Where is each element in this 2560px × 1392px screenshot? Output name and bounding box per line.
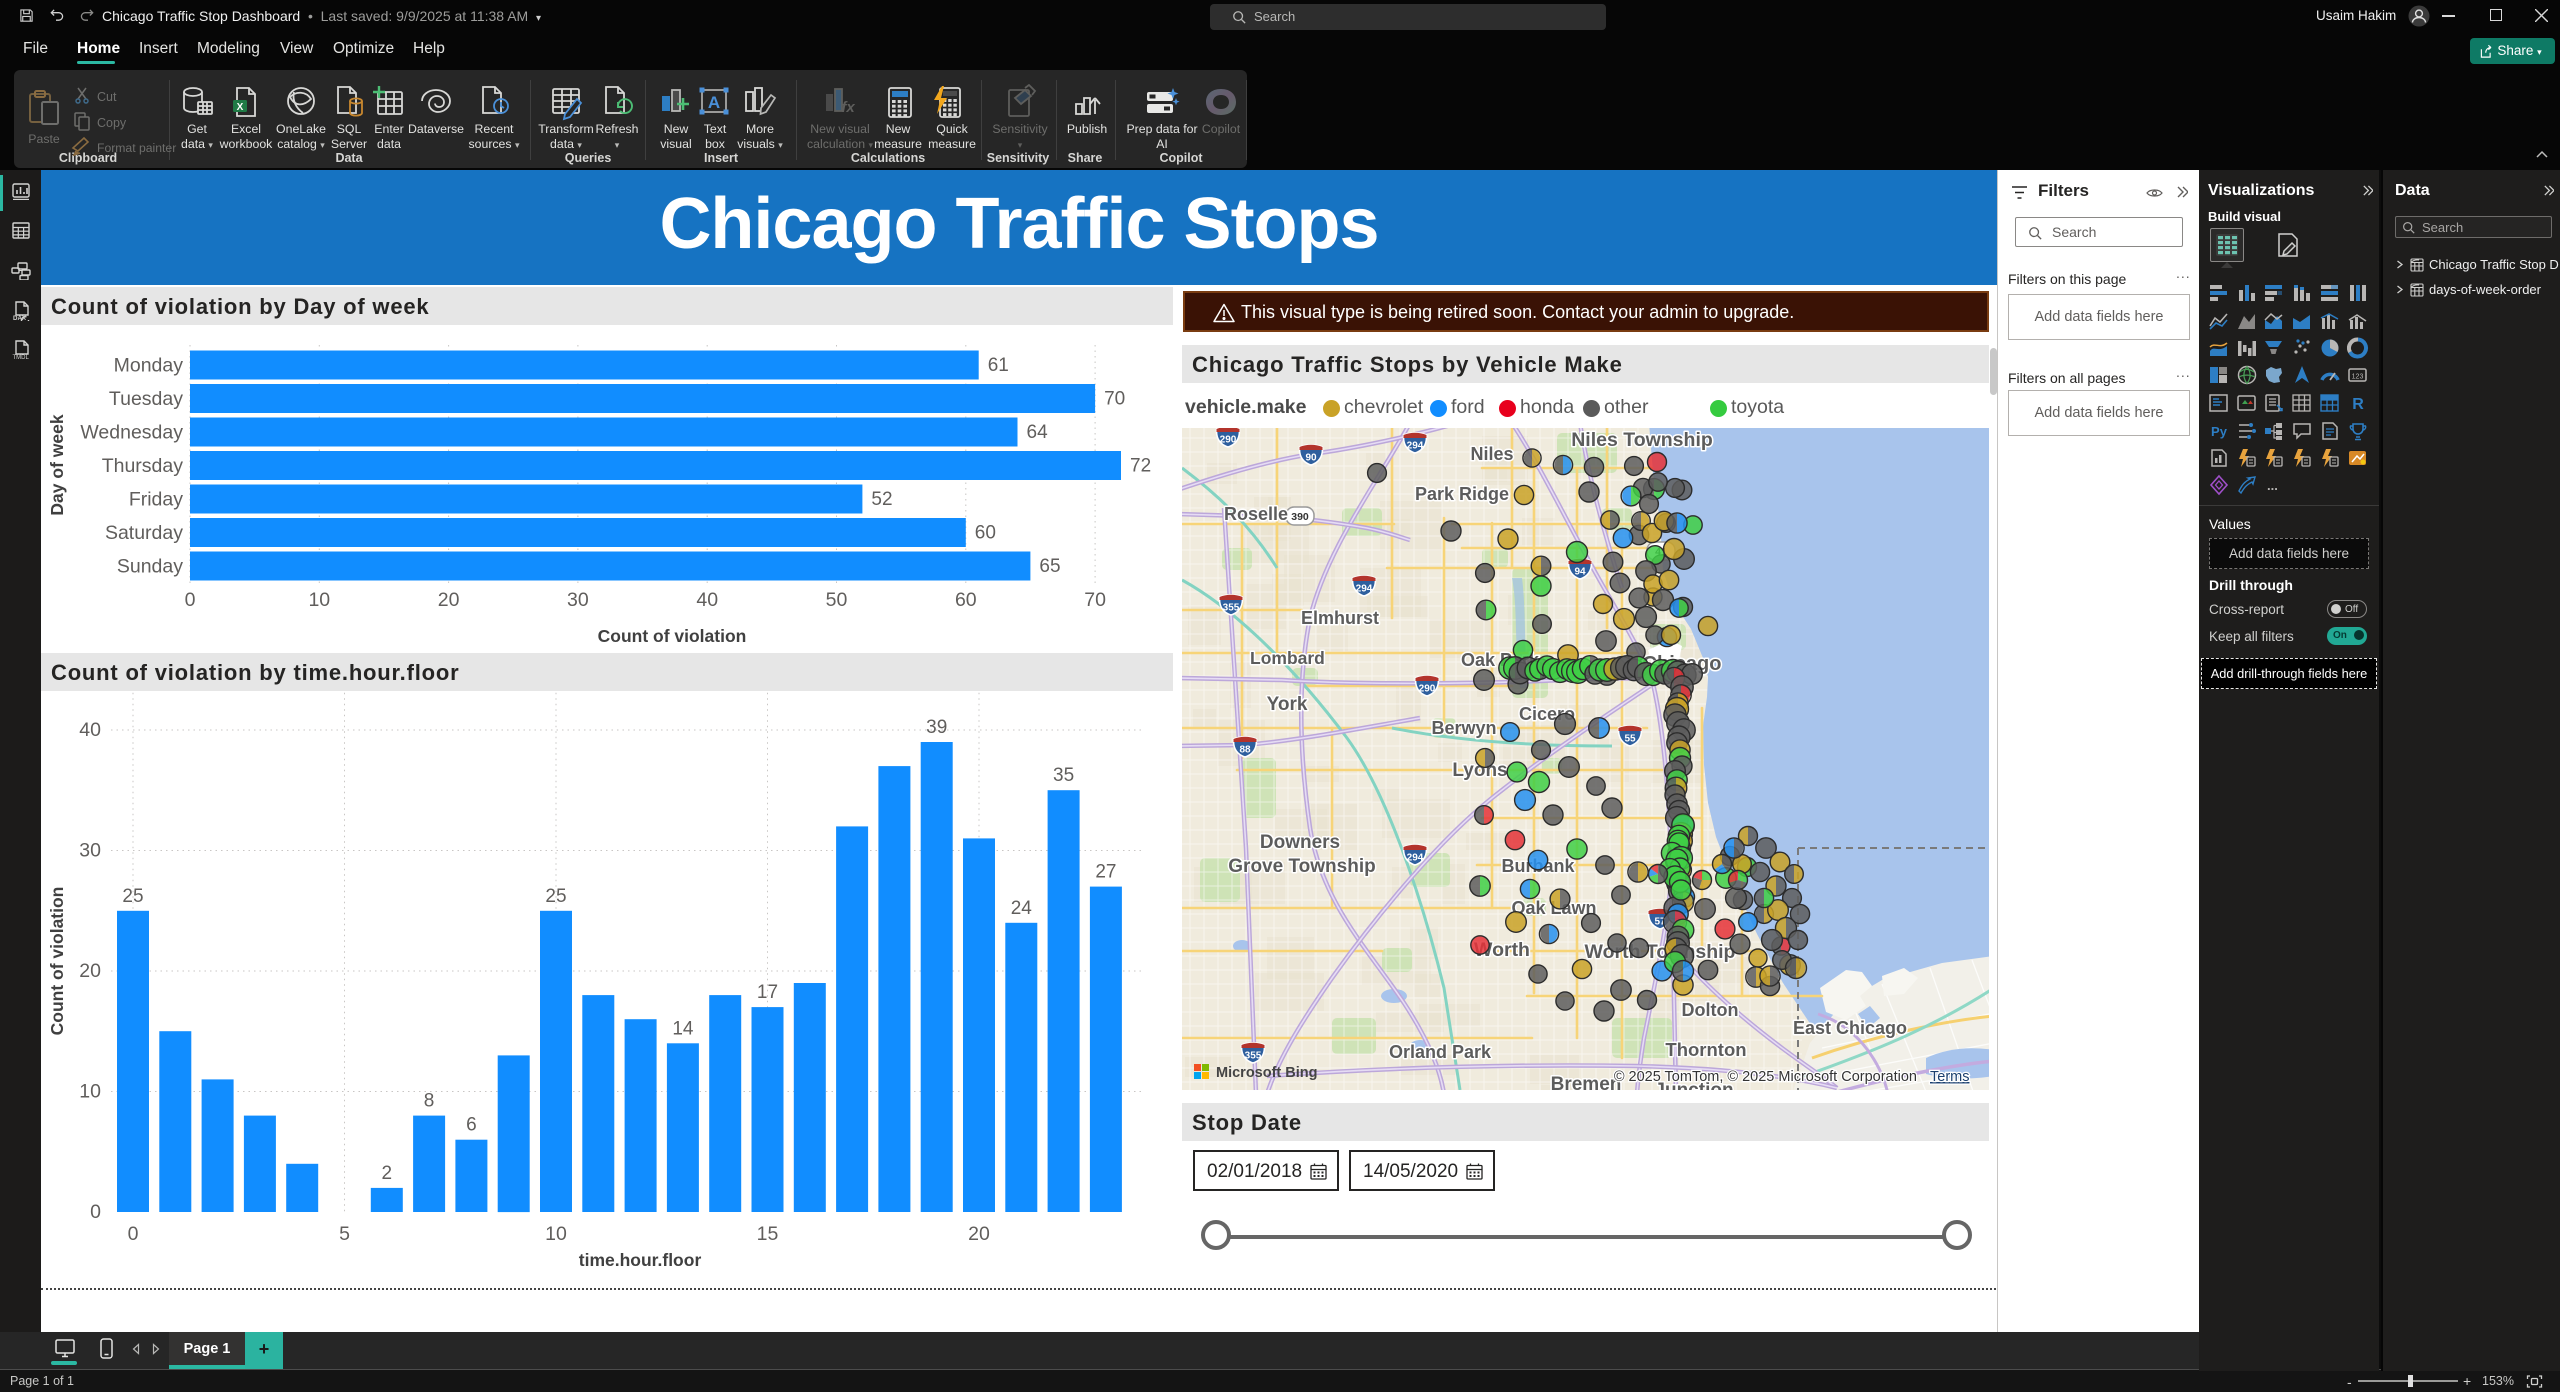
svg-text:20: 20 xyxy=(968,1223,990,1245)
svg-text:Terms: Terms xyxy=(1930,1069,1969,1085)
svg-text:fx: fx xyxy=(841,99,855,116)
svg-text:Thursday: Thursday xyxy=(102,455,184,477)
svg-text:A: A xyxy=(708,93,720,112)
svg-text:time.hour.floor: time.hour.floor xyxy=(579,1250,702,1270)
svg-text:30: 30 xyxy=(567,589,589,611)
svg-text:355: 355 xyxy=(1245,1051,1262,1062)
svg-text:39: 39 xyxy=(926,717,947,738)
svg-text:Dolton: Dolton xyxy=(1682,1000,1739,1020)
svg-text:65: 65 xyxy=(1039,556,1060,577)
svg-text:Friday: Friday xyxy=(129,489,183,511)
svg-text:Roselle: Roselle xyxy=(1224,504,1288,524)
svg-text:© 2025 TomTom, © 2025 Microsof: © 2025 TomTom, © 2025 Microsoft Corporat… xyxy=(1614,1069,1917,1085)
svg-text:70: 70 xyxy=(1084,589,1106,611)
svg-text:50: 50 xyxy=(826,589,848,611)
svg-text:57: 57 xyxy=(1654,917,1666,928)
svg-text:5: 5 xyxy=(339,1223,350,1245)
svg-text:30: 30 xyxy=(79,840,101,862)
svg-text:390: 390 xyxy=(1291,511,1309,523)
svg-text:Niles: Niles xyxy=(1470,444,1513,464)
svg-text:Berwyn: Berwyn xyxy=(1431,718,1496,738)
svg-text:40: 40 xyxy=(696,589,718,611)
svg-text:Oak Lawn: Oak Lawn xyxy=(1511,898,1596,918)
svg-text:Tuesday: Tuesday xyxy=(109,388,183,410)
svg-text:East Chicago: East Chicago xyxy=(1793,1018,1907,1038)
svg-text:York: York xyxy=(1267,694,1308,715)
svg-text:20: 20 xyxy=(438,589,460,611)
svg-text:25: 25 xyxy=(122,886,143,907)
svg-text:20: 20 xyxy=(79,960,101,982)
svg-text:25: 25 xyxy=(545,886,566,907)
svg-text:Monday: Monday xyxy=(114,355,184,377)
svg-text:52: 52 xyxy=(871,489,892,510)
svg-text:90: 90 xyxy=(1305,453,1317,464)
svg-text:294: 294 xyxy=(1356,584,1373,595)
svg-text:15: 15 xyxy=(757,1223,779,1245)
svg-text:294: 294 xyxy=(1407,853,1424,864)
svg-text:Count of violation: Count of violation xyxy=(598,626,747,646)
svg-text:88: 88 xyxy=(1239,745,1251,756)
svg-text:Niles Township: Niles Township xyxy=(1571,429,1713,451)
svg-text:10: 10 xyxy=(79,1081,101,1103)
svg-text:Thornton: Thornton xyxy=(1665,1039,1746,1060)
svg-text:Saturday: Saturday xyxy=(105,522,183,544)
svg-text:6: 6 xyxy=(466,1115,477,1136)
svg-text:17: 17 xyxy=(757,982,778,1003)
svg-text:55: 55 xyxy=(1624,734,1636,745)
svg-text:60: 60 xyxy=(975,523,996,544)
svg-text:0: 0 xyxy=(128,1223,139,1245)
svg-text:Orland Park: Orland Park xyxy=(1389,1042,1492,1062)
svg-text:0: 0 xyxy=(185,589,196,611)
svg-text:70: 70 xyxy=(1104,389,1125,410)
svg-text:40: 40 xyxy=(79,719,101,741)
svg-text:2: 2 xyxy=(382,1163,393,1184)
svg-text:Microsoft Bing: Microsoft Bing xyxy=(1216,1065,1318,1081)
svg-text:Elmhurst: Elmhurst xyxy=(1301,608,1379,628)
svg-text:DAX: DAX xyxy=(13,315,27,321)
svg-text:290: 290 xyxy=(1419,684,1436,695)
svg-text:355: 355 xyxy=(1223,603,1240,614)
svg-text:14: 14 xyxy=(672,1018,694,1039)
svg-text:10: 10 xyxy=(308,589,330,611)
svg-text:Park Ridge: Park Ridge xyxy=(1415,484,1509,504)
svg-text:61: 61 xyxy=(988,355,1009,376)
svg-text:27: 27 xyxy=(1095,862,1116,883)
svg-text:290: 290 xyxy=(1220,435,1237,446)
svg-text:Grove Township: Grove Township xyxy=(1228,856,1375,877)
svg-text:94: 94 xyxy=(1574,567,1586,578)
svg-text:Py: Py xyxy=(2211,424,2228,439)
svg-text:64: 64 xyxy=(1027,422,1049,443)
svg-text:...: ... xyxy=(2267,478,2278,493)
svg-text:Wednesday: Wednesday xyxy=(80,422,183,444)
svg-text:Worth Township: Worth Township xyxy=(1585,941,1736,963)
svg-text:Bremen: Bremen xyxy=(1551,1074,1622,1090)
svg-text:0: 0 xyxy=(90,1201,101,1223)
svg-text:60: 60 xyxy=(955,589,977,611)
svg-text:R: R xyxy=(2352,396,2364,413)
svg-text:X: X xyxy=(237,102,244,113)
svg-text:Sunday: Sunday xyxy=(117,556,183,578)
svg-text:Lombard: Lombard xyxy=(1250,648,1325,668)
svg-text:35: 35 xyxy=(1053,765,1074,786)
svg-text:294: 294 xyxy=(1407,441,1424,452)
svg-text:72: 72 xyxy=(1130,456,1151,477)
svg-text:123: 123 xyxy=(2352,374,2364,381)
svg-text:24: 24 xyxy=(1011,898,1033,919)
svg-text:Day of week: Day of week xyxy=(47,414,67,515)
svg-text:Count of violation: Count of violation xyxy=(47,887,67,1036)
svg-text:Junction: Junction xyxy=(1654,1080,1733,1090)
svg-text:Downers: Downers xyxy=(1260,832,1340,853)
svg-text:8: 8 xyxy=(424,1091,435,1112)
svg-text:TMDL: TMDL xyxy=(13,355,30,360)
svg-text:10: 10 xyxy=(545,1223,567,1245)
